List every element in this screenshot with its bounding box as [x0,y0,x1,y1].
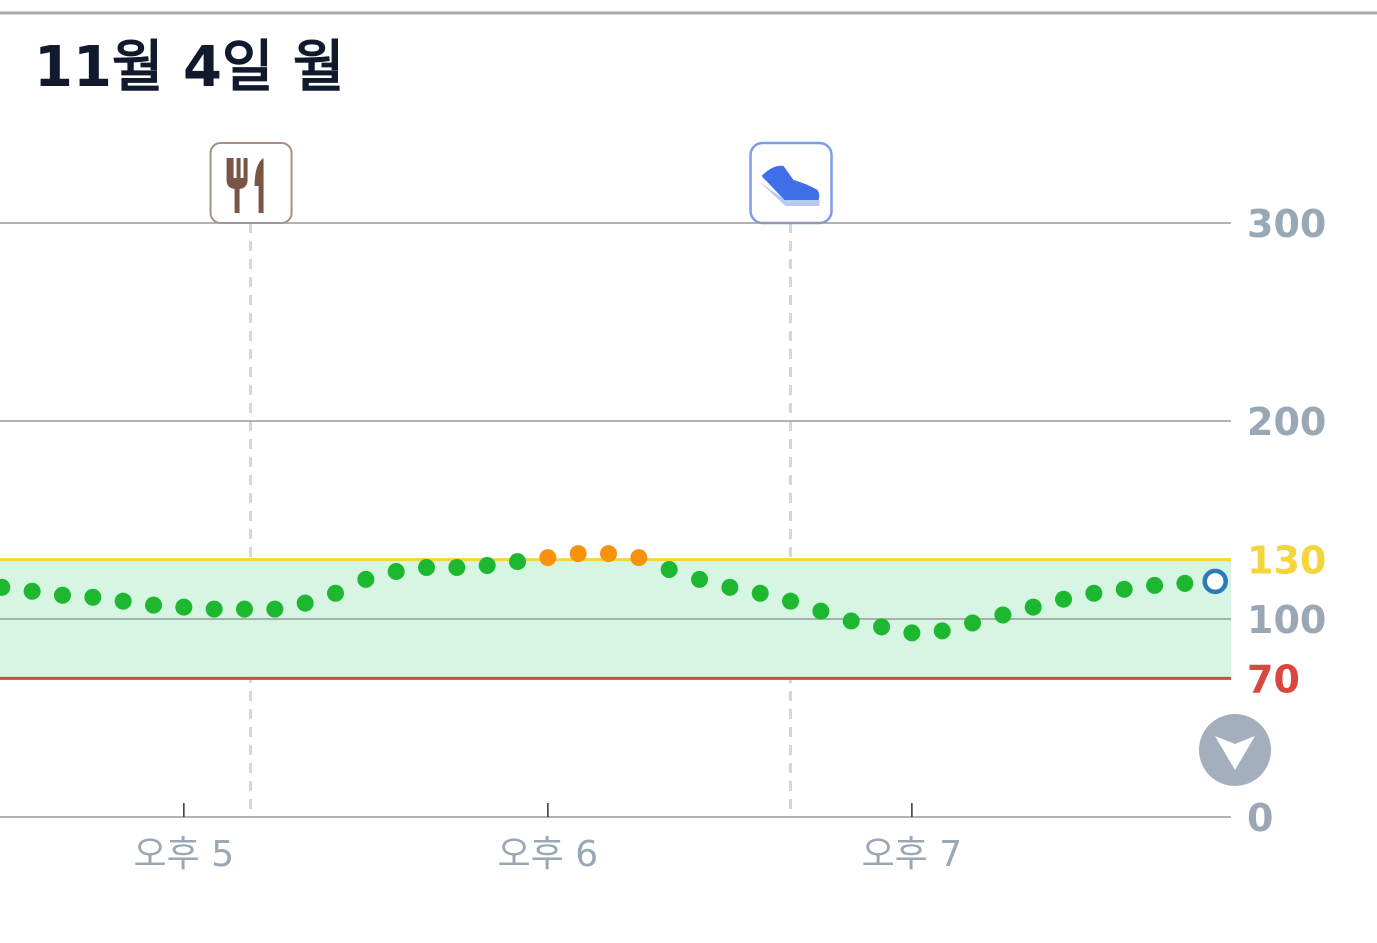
point [873,618,891,636]
point [600,545,618,563]
fork [226,158,248,213]
point [296,594,314,612]
point [1085,584,1103,602]
point [569,545,587,563]
scroll-down-button[interactable] [1199,714,1271,786]
x-tick-label: 오후 6 [498,834,599,875]
shoe [761,165,820,200]
x-tick-label: 오후 7 [862,834,963,875]
point [691,570,709,588]
point [964,614,982,632]
point [23,582,41,600]
point [721,578,739,596]
point [387,562,405,580]
point [630,549,648,567]
point [933,622,951,640]
point [205,600,223,618]
point [114,592,132,610]
point [842,612,860,630]
point [448,559,466,577]
current-point [1202,568,1228,595]
knife [254,158,264,213]
point [994,606,1012,624]
point [1024,598,1042,616]
y-tick-label: 100 [1247,598,1326,642]
chart-title: 11월 4일 월 [34,35,344,100]
y-tick-label: 0 [1247,796,1273,840]
point [357,570,375,588]
point [144,596,162,614]
point [236,600,254,618]
threshold-label: 130 [1247,539,1326,583]
point [0,578,11,596]
point [175,598,193,616]
point [751,584,769,602]
x-tick-label: 오후 5 [134,834,235,875]
y-tick-label: 200 [1247,400,1326,444]
point [478,557,496,575]
point [327,584,345,602]
icon-frame [209,142,293,224]
point [903,624,921,642]
point [1115,580,1133,598]
point [53,586,71,604]
point [509,553,527,571]
threshold-label: 70 [1247,657,1300,701]
point [1146,576,1164,594]
button-arrow [1215,736,1255,770]
point [539,549,557,567]
point [782,592,800,610]
point [660,561,678,578]
y-tick-label: 300 [1247,202,1326,246]
point [812,602,830,620]
icons [209,141,833,817]
point [418,559,436,577]
point [84,588,102,606]
point [1055,590,1073,608]
event-icon-meal [209,142,293,224]
point [1176,574,1194,592]
event-icon-exercise [749,141,833,225]
point [266,600,284,618]
